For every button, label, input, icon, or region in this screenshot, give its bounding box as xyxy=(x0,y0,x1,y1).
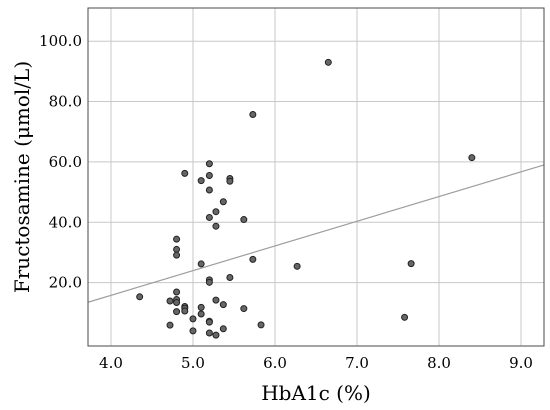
data-point xyxy=(212,296,220,304)
data-point xyxy=(219,325,227,333)
y-axis-title: Fructosamine (μmol/L) xyxy=(10,61,34,293)
data-point xyxy=(407,260,415,268)
data-point xyxy=(205,213,213,221)
data-point xyxy=(240,305,248,313)
data-point xyxy=(205,186,213,194)
grid-lines xyxy=(88,8,544,346)
data-point xyxy=(257,321,265,329)
data-points xyxy=(136,58,476,339)
data-point xyxy=(173,308,181,316)
data-point xyxy=(205,278,213,286)
data-point xyxy=(173,299,181,307)
data-point xyxy=(249,111,257,119)
data-point xyxy=(219,301,227,309)
fit-line xyxy=(87,164,545,303)
data-point xyxy=(197,303,205,311)
y-tick-label: 100.0 xyxy=(39,32,82,50)
x-tick-label: 6.0 xyxy=(263,354,287,372)
data-point xyxy=(219,198,227,206)
data-point xyxy=(181,307,189,315)
data-point xyxy=(197,177,205,185)
data-point xyxy=(468,154,476,162)
data-point xyxy=(401,313,409,321)
data-point xyxy=(205,318,213,326)
x-tick-label: 4.0 xyxy=(99,354,123,372)
x-tick-label: 8.0 xyxy=(427,354,451,372)
data-point xyxy=(226,177,234,185)
y-tick-label: 40.0 xyxy=(49,213,82,231)
data-point xyxy=(173,288,181,296)
data-point xyxy=(166,321,174,329)
data-point xyxy=(173,245,181,253)
data-point xyxy=(324,58,332,66)
data-point xyxy=(240,216,248,224)
x-axis-title: HbA1c (%) xyxy=(261,381,371,405)
y-tick-label: 60.0 xyxy=(49,153,82,171)
y-tick-labels: 20.0 40.0 60.0 80.0 100.0 xyxy=(39,32,82,291)
data-point xyxy=(173,235,181,243)
data-point xyxy=(197,260,205,268)
fit-line-group xyxy=(87,164,545,303)
data-point xyxy=(212,208,220,216)
data-point xyxy=(205,160,213,168)
data-point xyxy=(166,297,174,305)
data-point xyxy=(293,262,301,270)
x-tick-label: 7.0 xyxy=(345,354,369,372)
data-point xyxy=(205,329,213,337)
x-tick-label: 5.0 xyxy=(181,354,205,372)
data-point xyxy=(212,222,220,230)
y-tick-label: 20.0 xyxy=(49,274,82,292)
data-point xyxy=(189,315,197,323)
x-tick-label: 9.0 xyxy=(509,354,533,372)
data-point xyxy=(212,331,220,339)
data-point xyxy=(136,293,144,301)
data-point xyxy=(173,251,181,259)
plot-frame xyxy=(87,7,545,347)
data-point xyxy=(197,310,205,318)
data-point xyxy=(226,273,234,281)
x-tick-labels: 4.0 5.0 6.0 7.0 8.0 9.0 xyxy=(99,354,533,372)
data-point xyxy=(205,171,213,179)
y-tick-label: 80.0 xyxy=(49,93,82,111)
data-point xyxy=(189,327,197,335)
data-point xyxy=(181,169,189,177)
data-point xyxy=(249,255,257,263)
